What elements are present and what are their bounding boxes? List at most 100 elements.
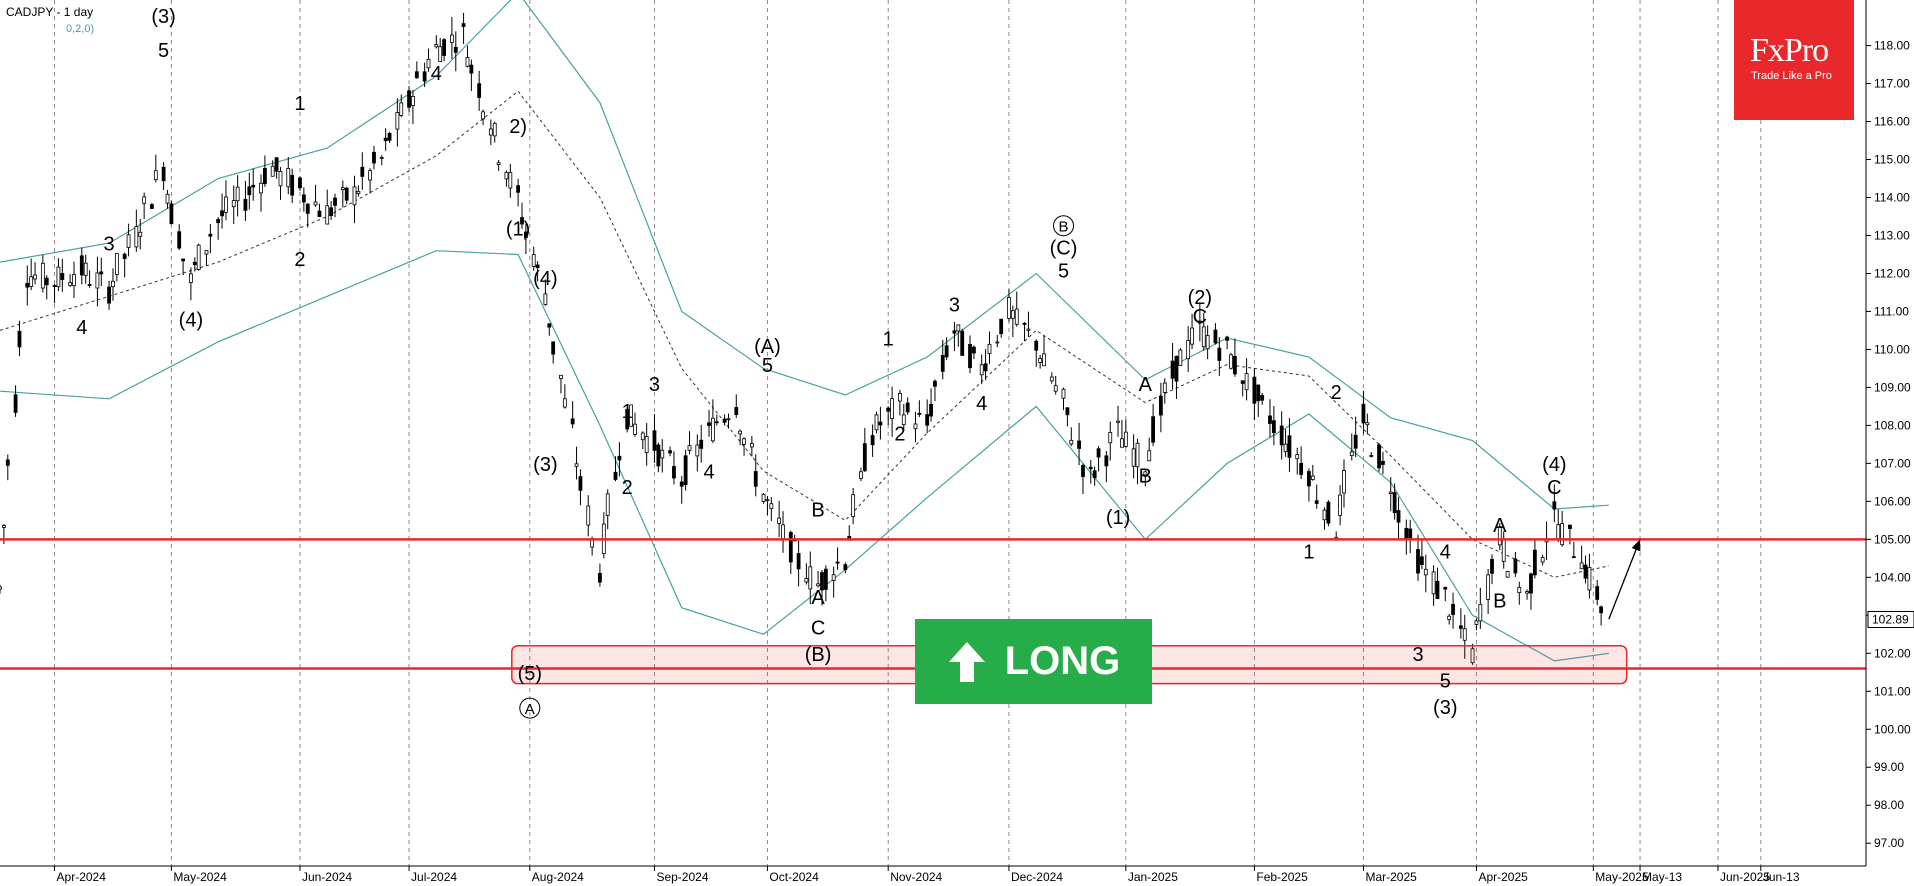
candle-body xyxy=(1392,492,1397,514)
candle-body xyxy=(960,330,965,356)
candle-body xyxy=(749,443,754,448)
candle-body xyxy=(862,443,867,472)
candle-body xyxy=(177,231,182,249)
candle-body xyxy=(153,170,158,181)
candle-body xyxy=(488,128,493,136)
wave-label: 5 xyxy=(762,355,773,377)
candle-body xyxy=(188,273,193,283)
candle-body xyxy=(169,203,174,225)
candle-body xyxy=(1416,549,1420,574)
candle-body xyxy=(231,200,236,208)
candle-body xyxy=(372,151,376,164)
candle-body xyxy=(672,466,676,479)
x-tick-label: Dec-2024 xyxy=(1011,870,1063,884)
forecast-arrow-head xyxy=(1631,539,1641,552)
candle-body xyxy=(1396,510,1401,523)
candle-body xyxy=(929,403,933,417)
x-tick-label: Apr-2024 xyxy=(57,870,107,884)
candle-body xyxy=(629,404,633,427)
wave-label: 3 xyxy=(949,294,960,316)
wave-label: (4) xyxy=(179,310,203,332)
candle-body xyxy=(1240,380,1245,384)
candle-body xyxy=(598,572,602,583)
candle-body xyxy=(878,421,883,426)
candle-body xyxy=(940,355,945,372)
wave-label: 3 xyxy=(1412,644,1423,666)
candle-body xyxy=(1178,349,1183,366)
candle-body xyxy=(1077,440,1081,449)
wave-label: B xyxy=(1493,591,1506,613)
candle-body xyxy=(1583,564,1588,579)
candle-body xyxy=(1007,297,1011,319)
candle-body xyxy=(1233,356,1237,375)
candle-body xyxy=(305,203,310,214)
wave-label: C xyxy=(1193,306,1207,328)
bb-lower-line xyxy=(0,250,1609,662)
candle-body xyxy=(286,168,291,188)
candle-body xyxy=(40,262,45,289)
candle-body xyxy=(1369,455,1374,457)
y-tick-label: 101.00 xyxy=(1874,684,1911,698)
logo-brand: FxPro xyxy=(1750,32,1829,69)
candle-body xyxy=(99,271,104,275)
chart-title: CADJPY - 1 day xyxy=(6,5,93,19)
y-tick-label: 97.00 xyxy=(1874,836,1904,850)
candle-body xyxy=(235,186,240,202)
candle-body xyxy=(274,157,279,172)
candle-body xyxy=(551,341,556,355)
candle-body xyxy=(1268,415,1272,424)
y-tick-label: 109.00 xyxy=(1874,380,1911,394)
candle-body xyxy=(1022,322,1027,325)
candle-body xyxy=(44,277,49,286)
candle-body xyxy=(1096,448,1101,458)
candle-body xyxy=(1260,395,1265,401)
current-price-box xyxy=(1867,610,1914,628)
candle-body xyxy=(56,266,61,288)
candle-body xyxy=(835,561,840,564)
candle-body xyxy=(917,412,922,415)
candle-body xyxy=(738,430,743,435)
candle-body xyxy=(1010,310,1015,319)
candle-body xyxy=(999,318,1004,335)
candle-body xyxy=(570,418,575,425)
candle-body xyxy=(788,531,793,563)
candle-body xyxy=(734,407,739,416)
y-tick-label: 116.00 xyxy=(1874,115,1910,129)
candle-body xyxy=(1244,373,1249,391)
candle-body xyxy=(1170,360,1175,379)
candle-body xyxy=(142,196,147,204)
candle-body xyxy=(578,476,583,491)
wave-label: A xyxy=(525,701,535,718)
candle-body xyxy=(995,341,1000,344)
candle-body xyxy=(562,398,567,408)
candle-body xyxy=(617,455,622,461)
candle-body xyxy=(1552,501,1557,510)
candle-body xyxy=(192,261,197,266)
candle-body xyxy=(1513,558,1518,574)
candle-body xyxy=(395,112,400,130)
candle-body xyxy=(1338,494,1342,516)
candle-body xyxy=(1174,355,1179,382)
candle-body xyxy=(1108,431,1113,444)
candle-body xyxy=(1252,376,1257,404)
candle-body xyxy=(438,46,443,62)
candle-body xyxy=(1599,606,1603,614)
x-tick-label: May-13 xyxy=(1642,870,1682,884)
candle-body xyxy=(1419,556,1424,565)
candle-body xyxy=(508,172,513,189)
candle-body xyxy=(1443,586,1448,590)
wave-label: 1 xyxy=(883,329,894,351)
wave-label: (4) xyxy=(1542,454,1566,476)
candle-body xyxy=(1014,308,1019,325)
candle-body xyxy=(1490,558,1494,574)
candle-body xyxy=(633,423,637,435)
candle-body xyxy=(407,90,411,108)
candle-body xyxy=(251,184,256,188)
candle-body xyxy=(301,194,306,203)
candle-body xyxy=(1186,340,1191,360)
x-tick-label: Nov-2024 xyxy=(890,870,942,884)
candle-body xyxy=(1162,382,1167,393)
candle-body xyxy=(1365,422,1370,426)
candle-body xyxy=(1568,524,1572,529)
wave-label: (5) xyxy=(518,663,542,685)
